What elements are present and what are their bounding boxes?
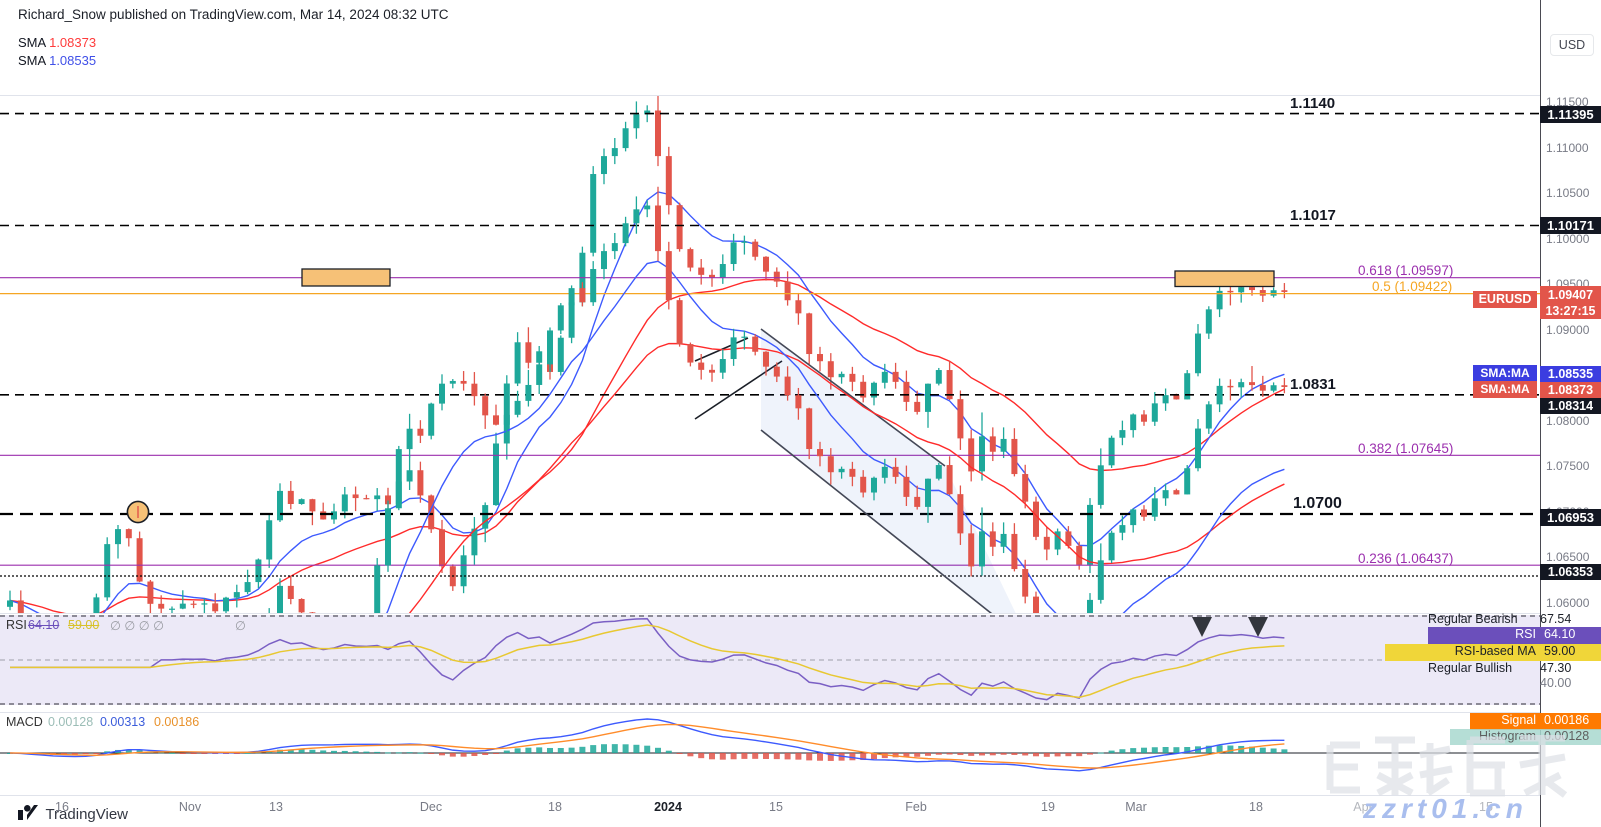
- svg-text:1.1017: 1.1017: [1290, 207, 1336, 224]
- svg-text:1.1140: 1.1140: [1290, 96, 1335, 112]
- svg-text:1.0700: 1.0700: [1293, 495, 1342, 512]
- svg-text:0.618 (1.09597): 0.618 (1.09597): [1358, 263, 1453, 278]
- svg-text:0.236 (1.06437): 0.236 (1.06437): [1358, 551, 1453, 566]
- svg-text:0.5 (1.09422): 0.5 (1.09422): [1372, 279, 1452, 294]
- svg-text:1.0831: 1.0831: [1290, 376, 1336, 393]
- svg-text:0.382 (1.07645): 0.382 (1.07645): [1358, 441, 1453, 456]
